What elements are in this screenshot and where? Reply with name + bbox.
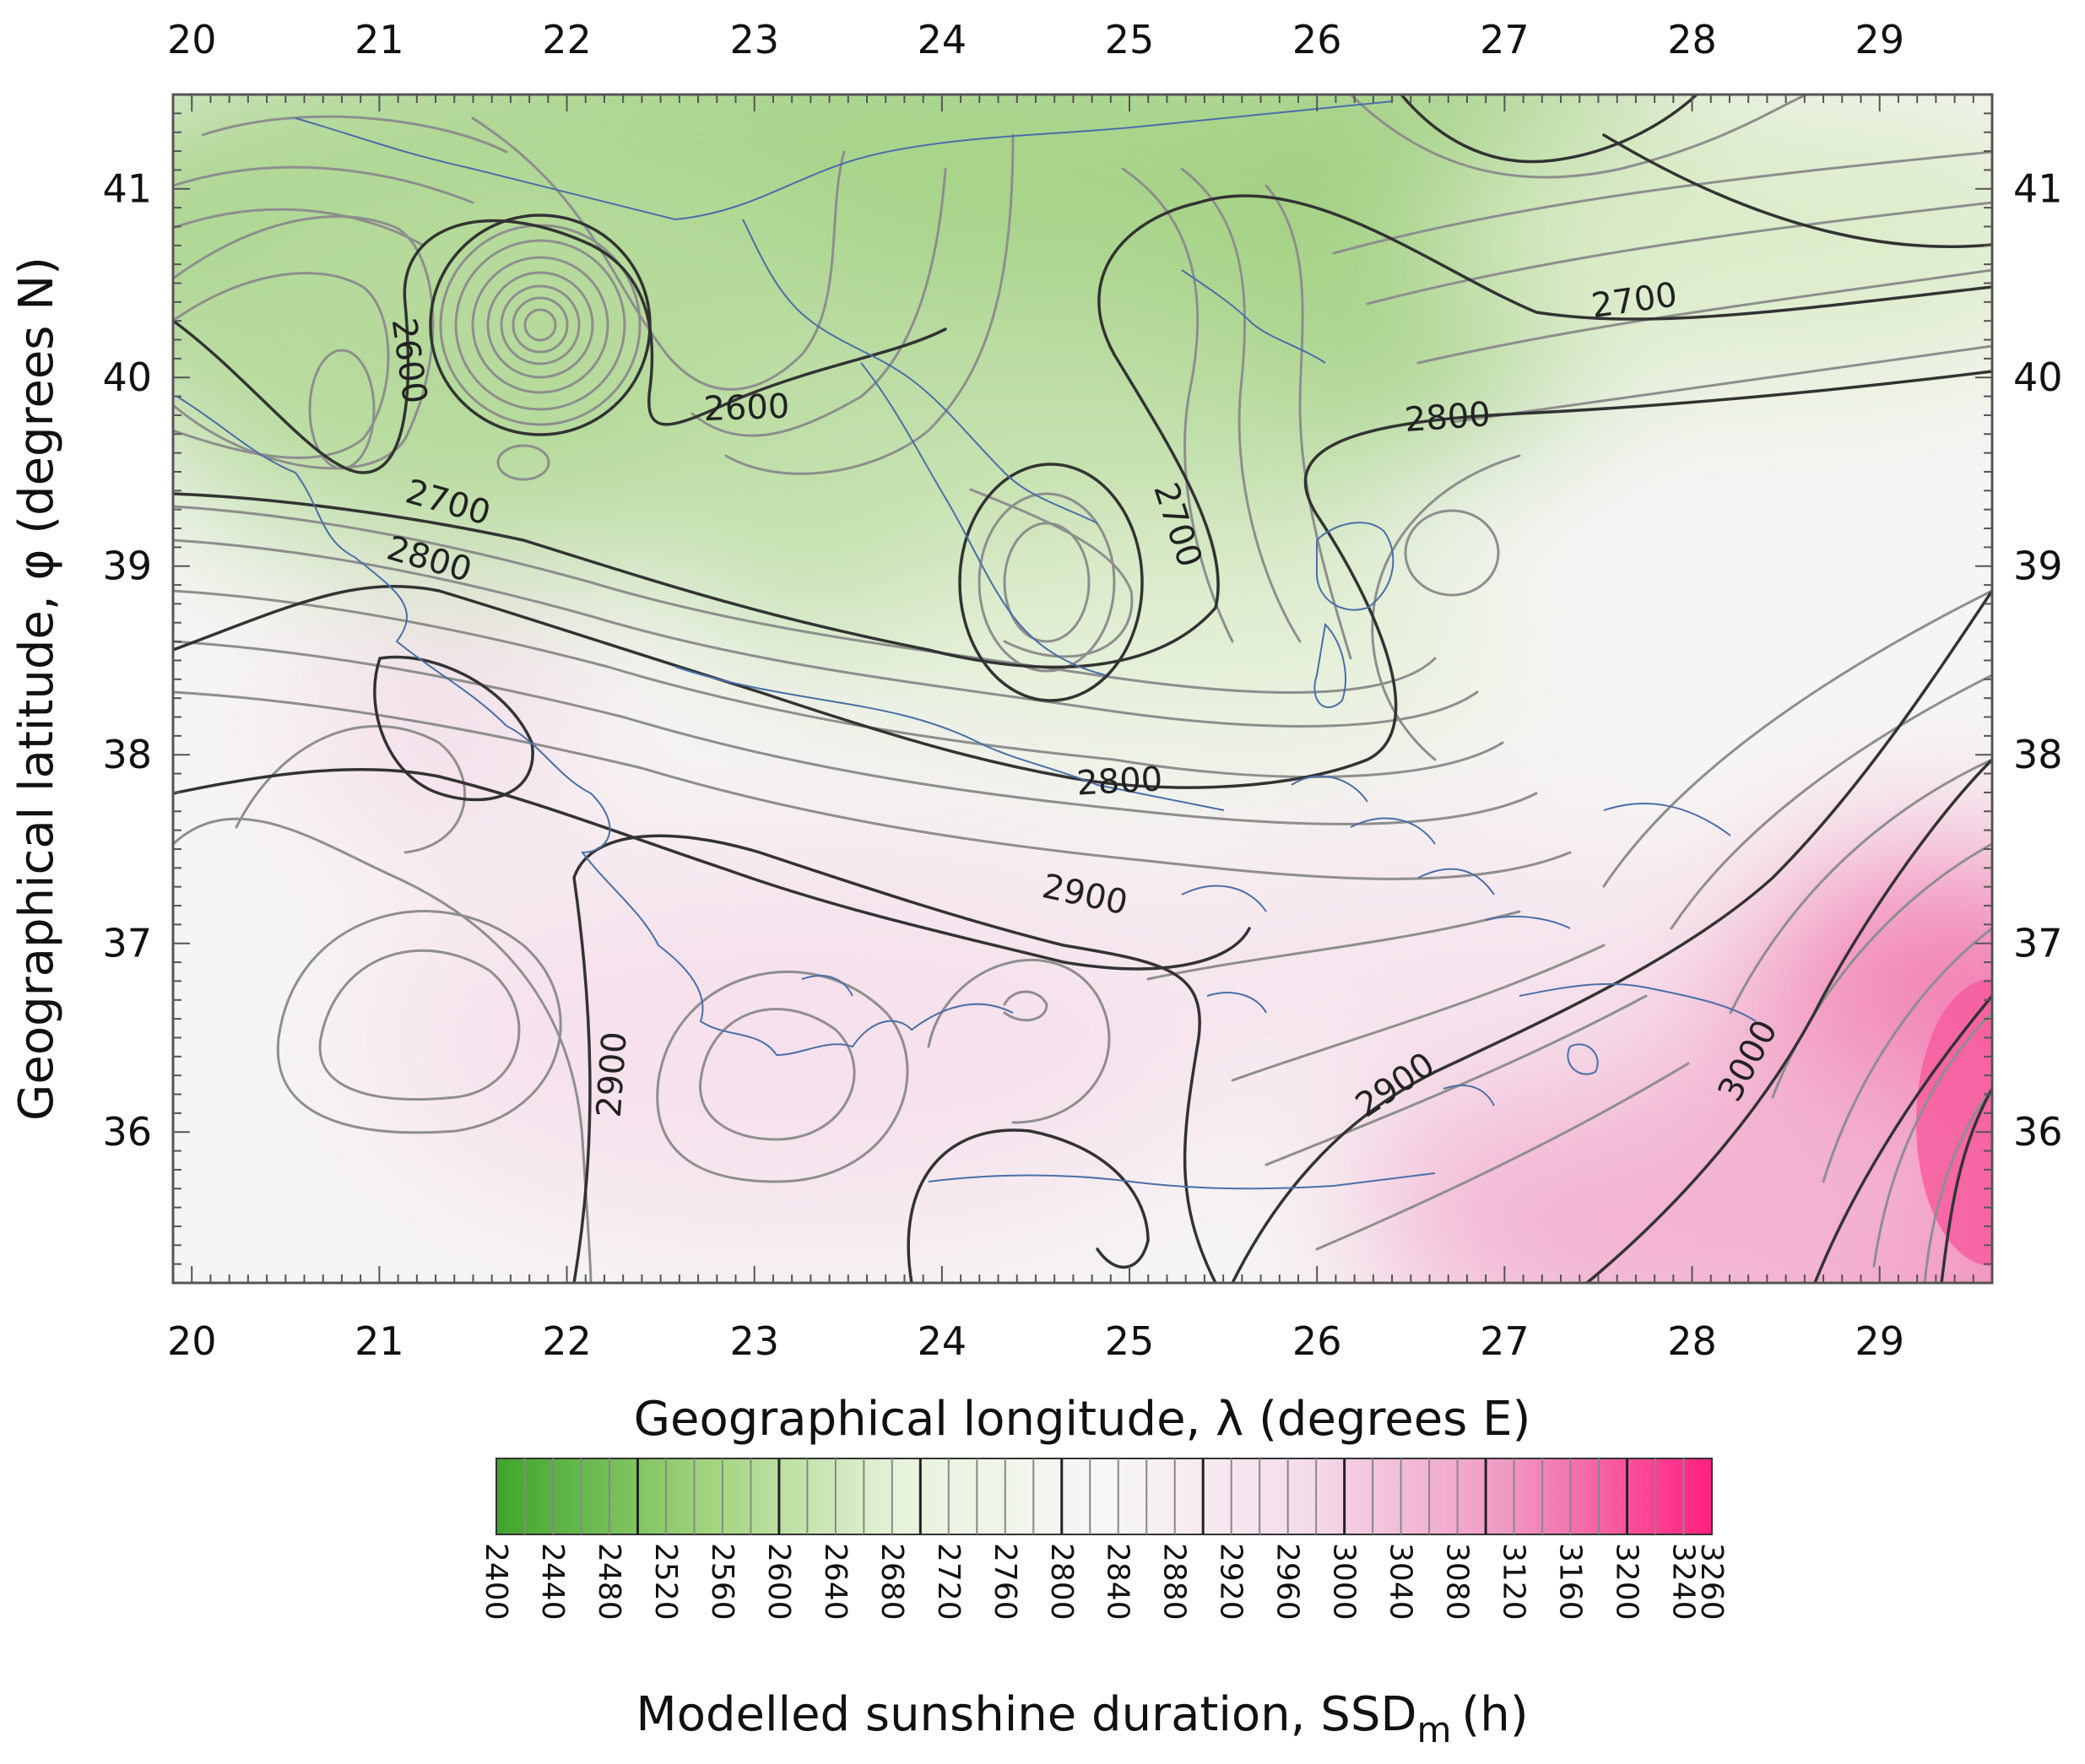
y-axis-ticks-right: 36 37 38 39 40 41 [2013, 166, 2063, 1155]
colorbar-tick-label: 2440 [535, 1543, 570, 1621]
y-tick-label-right: 39 [2013, 544, 2063, 589]
colorbar-tick-label: 2920 [1214, 1543, 1248, 1621]
plot-frame [171, 93, 1994, 1285]
colorbar-tick-label: 2600 [761, 1543, 796, 1621]
y-tick-label: 39 [102, 544, 152, 589]
x-tick-label: 21 [355, 1318, 404, 1364]
y-tick-label-right: 40 [2013, 354, 2063, 400]
colorbar-tick-label: 2840 [1101, 1543, 1135, 1621]
x-tick-label: 26 [1292, 1318, 1342, 1364]
x-tick-label-top: 29 [1855, 17, 1904, 62]
contour-lines [173, 95, 1992, 1283]
color-field [173, 95, 1992, 1283]
contour-label-text: 2900 [590, 1031, 635, 1119]
colorbar-tick-label: 2480 [592, 1543, 626, 1621]
colorbar-title-main: Modelled sunshine duration, SSD [636, 1687, 1416, 1742]
x-tick-label: 20 [167, 1318, 217, 1364]
colorbar-tick-label: 2720 [931, 1543, 966, 1621]
x-tick-label: 25 [1105, 1318, 1155, 1364]
contour-label: 2800 [1403, 395, 1492, 440]
y-axis-title: Geographical latitude, φ (degrees N) [9, 257, 64, 1121]
colorbar-tick-label: 2640 [818, 1543, 853, 1621]
x-tick-label-top: 22 [542, 17, 592, 62]
colorbar-gradient [496, 1458, 1713, 1535]
colorbar-tick-label: 3160 [1553, 1543, 1588, 1621]
colorbar-tick-label: 2680 [875, 1543, 909, 1621]
x-tick-label-top: 21 [355, 17, 404, 62]
contour-label-text: 2800 [1403, 395, 1492, 440]
x-tick-label-top: 27 [1480, 17, 1530, 62]
colorbar-tick-label: 2400 [479, 1543, 513, 1621]
y-tick-label: 40 [102, 354, 152, 400]
colorbar-tick-label: 3200 [1610, 1543, 1644, 1621]
colorbar-tick-label: 3120 [1497, 1543, 1531, 1621]
x-tick-label-top: 28 [1667, 17, 1717, 62]
colorbar-title: Modelled sunshine duration, SSDm (h) [636, 1687, 1528, 1750]
y-tick-label-right: 38 [2013, 732, 2063, 777]
colorbar-tick-label: 3260 [1694, 1543, 1729, 1621]
contour-label: 2800 [1075, 760, 1163, 803]
y-tick-label: 41 [102, 166, 152, 212]
colorbar: 2400 2440 2480 2520 2560 2600 2640 2680 2720 2760… [479, 1458, 1729, 1621]
contour-label-text: 2800 [1075, 760, 1163, 803]
x-tick-label-top: 24 [918, 17, 967, 62]
colorbar-tick-label: 2520 [648, 1543, 683, 1621]
x-axis-ticks-top: 20 21 22 23 24 25 26 27 28 29 [167, 17, 1904, 62]
colorbar-tick-label: 3080 [1440, 1543, 1475, 1621]
x-tick-label: 23 [729, 1318, 779, 1364]
x-tick-label-top: 23 [729, 17, 779, 62]
contour-label: 2600 [703, 387, 790, 430]
colorbar-tick-label: 3240 [1666, 1543, 1701, 1621]
y-tick-label: 36 [102, 1109, 152, 1155]
colorbar-tick-label: 2560 [705, 1543, 739, 1621]
contour-label: 2900 [590, 1031, 635, 1119]
x-tick-label: 27 [1480, 1318, 1530, 1364]
colorbar-tick-label: 2880 [1157, 1543, 1192, 1621]
y-tick-label-right: 41 [2013, 166, 2063, 212]
x-axis-title: Geographical longitude, λ (degrees E) [634, 1392, 1531, 1447]
colorbar-title-unit: (h) [1461, 1687, 1528, 1742]
x-tick-label: 28 [1667, 1318, 1717, 1364]
y-axis-ticks-left: 36 37 38 39 40 41 [102, 166, 152, 1155]
colorbar-tick-label: 2760 [988, 1543, 1022, 1621]
y-tick-label-right: 37 [2013, 921, 2063, 966]
y-tick-label: 38 [102, 732, 152, 777]
x-tick-label-top: 20 [167, 17, 217, 62]
y-tick-label-right: 36 [2013, 1109, 2063, 1155]
x-tick-label: 29 [1855, 1318, 1904, 1364]
contour-label-text: 2600 [703, 387, 790, 430]
x-axis-ticks-bottom: 20 21 22 23 24 25 26 27 28 29 [167, 1318, 1904, 1364]
coastlines [176, 100, 1757, 1190]
colorbar-title-subscript: m [1416, 1709, 1451, 1750]
y-tick-label: 37 [102, 921, 152, 966]
x-tick-label: 24 [918, 1318, 967, 1364]
x-tick-label: 22 [542, 1318, 592, 1364]
colorbar-tick-label: 3000 [1327, 1543, 1362, 1621]
colorbar-tick-label: 2960 [1270, 1543, 1305, 1621]
x-tick-label-top: 25 [1105, 17, 1155, 62]
colorbar-tick-label: 3040 [1384, 1543, 1418, 1621]
x-tick-label-top: 26 [1292, 17, 1342, 62]
colorbar-tick-label: 2800 [1044, 1543, 1079, 1621]
